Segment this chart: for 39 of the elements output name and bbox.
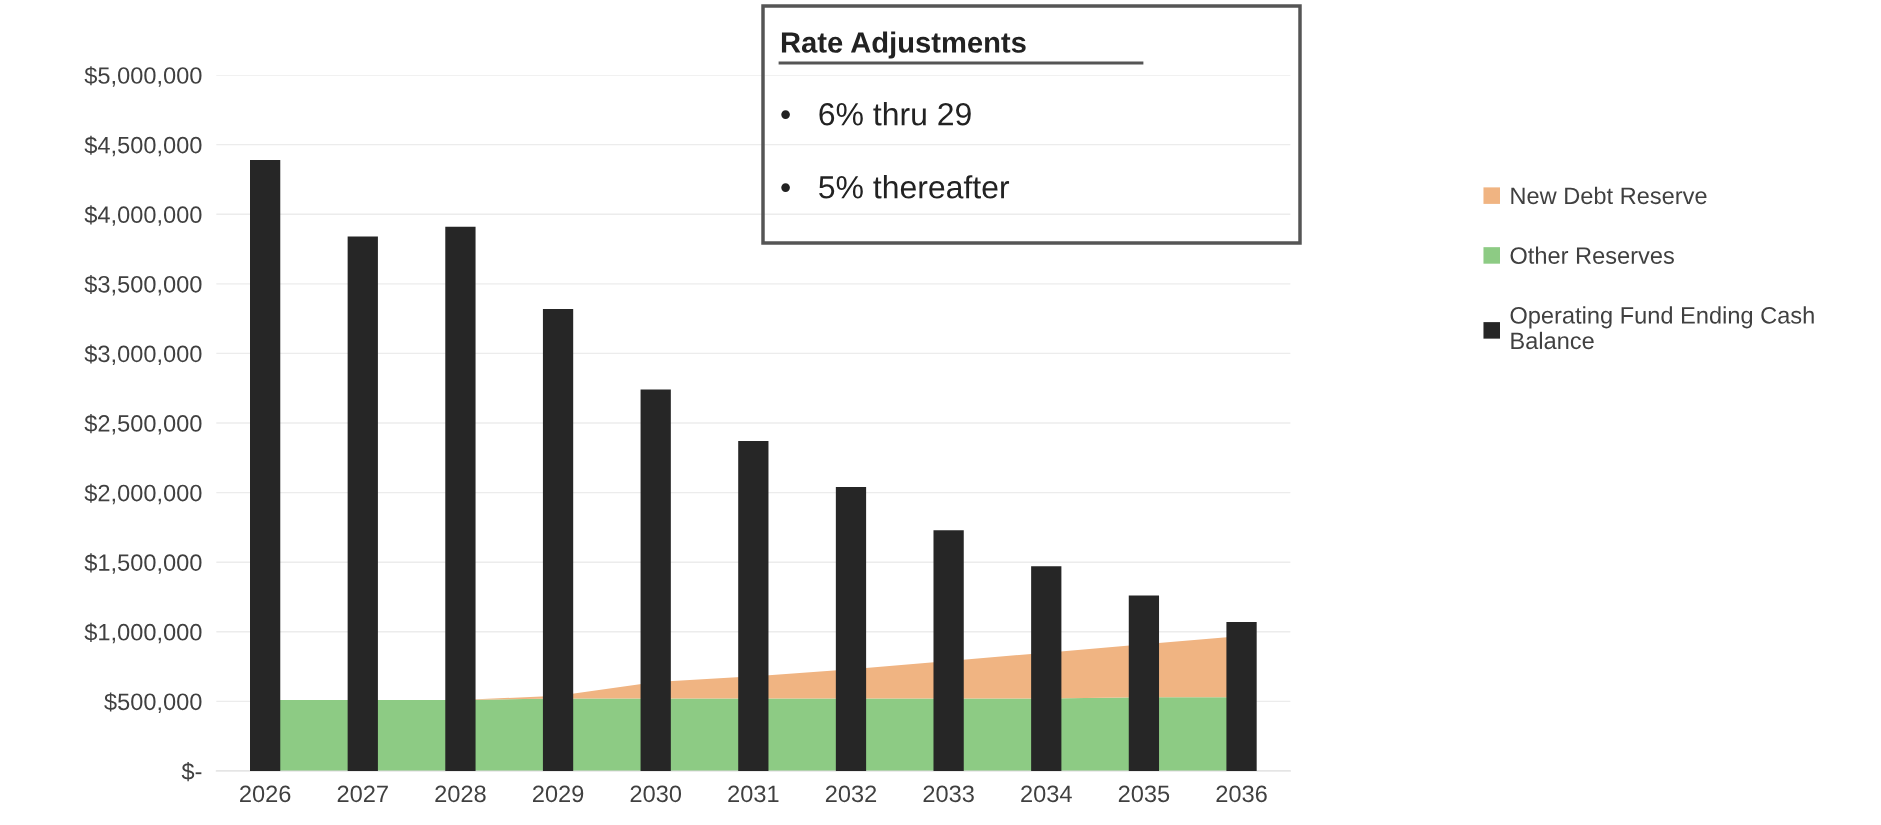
y-tick-label: $- xyxy=(181,762,202,782)
text: Rate Adjustments xyxy=(781,31,1026,59)
bar xyxy=(1031,566,1062,771)
legend-label: Operating Fund Ending Cash Balance xyxy=(1510,306,1814,350)
y-tick-label: $1,500,000 xyxy=(84,553,202,574)
y-tick-label: $3,500,000 xyxy=(84,274,202,296)
y-tick-label: $1,000,000 xyxy=(84,622,202,644)
y-tick-label: $2,000,000 xyxy=(84,483,202,505)
annotation: • 5% thereafter xyxy=(781,175,1010,199)
bar xyxy=(640,389,671,771)
bar xyxy=(445,226,476,771)
bar xyxy=(933,530,964,771)
bar xyxy=(738,441,769,771)
bar xyxy=(835,487,867,771)
legend-label: New Debt Reserve xyxy=(1511,186,1707,205)
x-tick-label: 2030 xyxy=(630,785,682,803)
y-tick-label: $2,500,000 xyxy=(84,414,202,435)
x-tick-label: 2036 xyxy=(1216,785,1267,803)
y-tick-label: $4,000,000 xyxy=(84,205,202,226)
bar xyxy=(347,236,378,771)
bar xyxy=(1226,622,1257,771)
x-tick-label: 2034 xyxy=(1021,785,1072,803)
x-tick-label: 2031 xyxy=(728,785,779,803)
y-tick-label: $5,000,000 xyxy=(84,66,202,87)
x-tick-label: 2027 xyxy=(337,785,388,803)
bar xyxy=(542,308,574,771)
x-tick-label: 2033 xyxy=(923,785,974,803)
x-tick-label: 2028 xyxy=(435,785,486,803)
x-tick-label: 2029 xyxy=(532,785,584,803)
x-tick-label: 2032 xyxy=(825,785,877,803)
legend-label: Other Reserves xyxy=(1510,246,1674,264)
x-tick-label: 2035 xyxy=(1118,785,1170,803)
annotation: • 6% thru 29 xyxy=(781,102,971,126)
x-tick-label: 2026 xyxy=(240,785,291,803)
bar xyxy=(250,159,281,771)
y-tick-label: $3,000,000 xyxy=(84,344,202,366)
bar xyxy=(1128,595,1160,771)
y-tick-label: $4,500,000 xyxy=(84,135,202,157)
y-tick-label: $500,000 xyxy=(104,692,202,713)
